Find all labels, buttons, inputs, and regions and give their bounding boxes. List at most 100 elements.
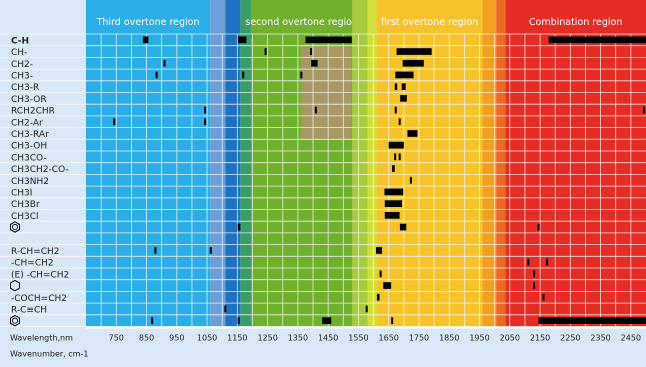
row-label: CH3-RAr [11, 130, 49, 140]
row-label: R-C≡CH [11, 305, 47, 315]
row-label: CH3-OR [11, 95, 47, 105]
region-band [367, 0, 377, 327]
absorption-bar [537, 223, 540, 231]
x-axis: Wavelength,nm 750 850 950 1050 1150 1250 1350 14… [0, 328, 646, 367]
absorption-bar [383, 282, 392, 289]
absorption-bar [533, 270, 536, 278]
x-axis-label: Wavelength,nm [10, 334, 73, 343]
row-label: CH3Cl [11, 212, 39, 222]
absorption-bar [391, 317, 394, 324]
region-band [482, 0, 497, 327]
absorption-bar [407, 130, 418, 137]
absorption-bar [546, 258, 549, 266]
x-tick-label: 1050 [197, 334, 217, 343]
axis-band [0, 328, 646, 367]
benzene-ring-icon [10, 221, 20, 233]
grid [0, 33, 646, 327]
row-label: CH3NH2 [11, 177, 49, 187]
x-tick-label: 1850 [439, 334, 459, 343]
row-label: CH3-R [11, 83, 39, 93]
x-tick-label: 1350 [288, 334, 308, 343]
region-band [496, 0, 506, 327]
absorption-bar [237, 36, 247, 44]
absorption-bar [142, 36, 149, 44]
x-tick-label: 2350 [590, 334, 610, 343]
absorption-bar [533, 282, 536, 289]
absorption-bar [365, 305, 368, 313]
row-label: CH3-OH [11, 142, 47, 152]
absorption-bar [314, 106, 317, 114]
row-label: CH3CH2-CO- [11, 165, 69, 175]
x-tick-label: 2250 [560, 334, 580, 343]
absorption-bar [163, 59, 166, 67]
row-label: CH- [11, 48, 27, 58]
region-band [240, 0, 251, 327]
x-tick-label: 1550 [348, 334, 368, 343]
x-tick-label: 850 [139, 334, 154, 343]
row-label: RCH2CHR [11, 107, 55, 117]
absorption-bar [642, 106, 645, 114]
absorption-bar [322, 317, 332, 324]
absorption-bar [402, 59, 424, 67]
absorption-bar [151, 317, 154, 324]
absorption-bar [388, 141, 404, 149]
x-tick-label: 1450 [318, 334, 338, 343]
benzene-ring-icon [10, 314, 20, 327]
absorption-bar [379, 270, 382, 278]
row-label: R-CH=CH2 [11, 247, 60, 257]
row-label: CH3CO- [11, 153, 47, 163]
region-band [86, 0, 211, 327]
region-band [352, 0, 368, 327]
cyclohexene-ring-icon [10, 279, 20, 292]
region-title: first overtone region [381, 17, 478, 28]
absorption-bar [237, 223, 241, 231]
absorption-bar [398, 118, 401, 126]
absorption-bar [264, 48, 267, 55]
row-label: CH3Br [11, 200, 40, 210]
absorption-bar [394, 106, 397, 114]
absorption-bar [542, 293, 545, 301]
absorption-bar [538, 317, 646, 324]
absorption-bar [394, 153, 397, 161]
absorption-bar [155, 71, 158, 79]
row-label: CH2-Ar [11, 118, 43, 128]
absorption-bar [395, 71, 414, 79]
absorption-bar [113, 118, 116, 126]
x-tick-label: 2450 [621, 334, 641, 343]
absorption-bar [375, 247, 383, 254]
region-title: Third overtone region [96, 17, 200, 28]
absorption-bar [384, 188, 404, 196]
row-label: CH3I [11, 188, 32, 198]
absorption-bar [204, 106, 207, 114]
region-band [225, 0, 241, 327]
absorption-bar [376, 293, 380, 301]
region-band [210, 0, 226, 327]
secondary-axis-label: Wavenumber, cm-1 [10, 350, 88, 359]
row-label: CH2- [11, 60, 33, 70]
x-tick-label: 2150 [530, 334, 550, 343]
absorption-bar [384, 200, 403, 207]
x-tick-label: 750 [109, 334, 124, 343]
absorption-bar [311, 59, 318, 67]
region-title: second overtone region [245, 17, 358, 28]
x-tick-label: 1950 [469, 334, 489, 343]
absorption-bar [409, 176, 412, 184]
absorption-bar [209, 247, 212, 254]
absorption-bar [154, 247, 157, 254]
absorption-bar [224, 305, 227, 313]
x-tick-label: 950 [169, 334, 184, 343]
x-tick-label: 2050 [500, 334, 520, 343]
absorption-bar [305, 36, 352, 44]
row-label: (E) -CH=CH2 [11, 270, 69, 280]
absorption-bar [396, 48, 432, 55]
absorption-bar [300, 71, 303, 79]
row-label: -CH=CH2 [11, 259, 54, 269]
absorption-bar [527, 258, 530, 266]
absorption-bars [113, 36, 646, 324]
absorption-bar [399, 223, 407, 231]
x-tick-label: 1750 [409, 334, 429, 343]
absorption-bar [401, 83, 406, 90]
x-tick-label: 1650 [379, 334, 399, 343]
